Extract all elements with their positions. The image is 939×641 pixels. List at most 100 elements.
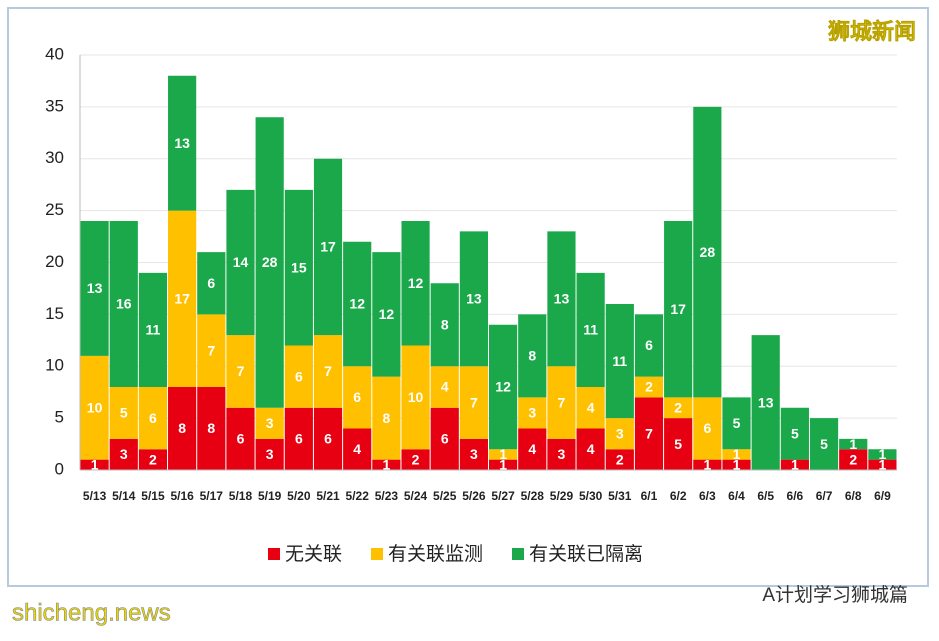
data-label: 1 xyxy=(499,446,507,462)
data-label: 8 xyxy=(528,348,536,364)
x-tick-label: 5/31 xyxy=(608,489,632,503)
data-label: 16 xyxy=(116,296,132,312)
data-label: 3 xyxy=(616,425,624,441)
bar-segment xyxy=(138,449,168,470)
data-label: 1 xyxy=(733,457,741,473)
legend-swatch xyxy=(371,548,383,560)
data-label: 3 xyxy=(470,446,478,462)
data-label: 4 xyxy=(587,441,595,457)
bar-segment xyxy=(868,449,897,460)
data-label: 5 xyxy=(820,436,828,452)
data-label: 28 xyxy=(700,244,716,260)
bar-segment xyxy=(576,428,605,470)
bar-segment xyxy=(343,366,372,429)
watermark: 狮城新闻 xyxy=(828,19,916,44)
bar-segment xyxy=(313,407,343,470)
bar-segment xyxy=(664,397,693,419)
data-label: 12 xyxy=(408,275,424,291)
data-label: 11 xyxy=(583,322,598,338)
bar-segment xyxy=(693,397,722,460)
data-label: 7 xyxy=(324,363,332,379)
x-tick-label: 6/8 xyxy=(845,489,862,503)
data-label: 3 xyxy=(266,446,274,462)
data-label: 17 xyxy=(174,291,190,307)
bar-segment xyxy=(634,397,664,470)
x-tick-label: 5/13 xyxy=(83,489,107,503)
y-tick-label: 25 xyxy=(45,200,64,219)
legend-swatch xyxy=(512,548,524,560)
x-tick-label: 6/2 xyxy=(670,489,687,503)
data-label: 8 xyxy=(207,420,215,436)
y-tick-label: 15 xyxy=(45,304,64,323)
bar-segment xyxy=(109,438,138,470)
bar-segment xyxy=(722,459,751,470)
bar-segment xyxy=(693,106,722,398)
bar-segment xyxy=(693,459,722,470)
data-label: 4 xyxy=(528,441,536,457)
data-label: 1 xyxy=(382,457,390,473)
data-label: 1 xyxy=(499,457,507,473)
x-tick-label: 5/18 xyxy=(229,489,253,503)
data-label: 4 xyxy=(353,441,361,457)
data-label: 5 xyxy=(733,415,741,431)
bar-segment xyxy=(459,231,488,367)
bar-segment xyxy=(605,304,634,419)
data-label: 8 xyxy=(441,316,449,332)
bar-segment xyxy=(605,449,634,470)
x-tick-label: 6/1 xyxy=(641,489,658,503)
bar-segment xyxy=(168,210,197,387)
bar-segment xyxy=(313,158,343,336)
x-tick-label: 5/29 xyxy=(550,489,574,503)
bar-segment xyxy=(372,459,401,470)
y-tick-label: 30 xyxy=(45,148,64,167)
data-label: 5 xyxy=(791,425,799,441)
bar-segment xyxy=(780,407,809,460)
bar-segment xyxy=(401,449,430,470)
bar-segment xyxy=(343,428,372,470)
x-tick-label: 5/23 xyxy=(375,489,399,503)
bar-segment xyxy=(430,407,459,470)
data-label: 2 xyxy=(149,451,157,467)
data-label: 2 xyxy=(849,451,857,467)
data-label: 1 xyxy=(703,457,711,473)
bar-segment xyxy=(839,438,868,450)
data-label: 11 xyxy=(612,353,627,369)
data-label: 6 xyxy=(237,431,245,447)
bar-segment xyxy=(372,252,401,377)
data-label: 2 xyxy=(645,379,653,395)
data-label: 6 xyxy=(207,275,215,291)
data-label: 13 xyxy=(466,291,482,307)
x-tick-label: 5/15 xyxy=(141,489,165,503)
x-tick-label: 5/24 xyxy=(404,489,428,503)
data-label: 1 xyxy=(733,446,741,462)
data-label: 3 xyxy=(558,446,566,462)
data-label: 14 xyxy=(233,254,249,270)
bar-segment xyxy=(459,366,488,439)
data-label: 3 xyxy=(120,446,128,462)
y-tick-label: 0 xyxy=(55,459,64,478)
data-label: 2 xyxy=(412,451,420,467)
bar-segment xyxy=(751,335,780,470)
x-tick-label: 5/27 xyxy=(491,489,515,503)
legend-label: 有关联监测 xyxy=(388,543,483,565)
watermark: A计划学习狮城篇 xyxy=(762,584,908,606)
y-tick-label: 40 xyxy=(45,44,64,63)
bar-segment xyxy=(547,366,576,439)
x-tick-label: 6/9 xyxy=(874,489,891,503)
data-label: 1 xyxy=(91,457,99,473)
data-label: 5 xyxy=(120,405,128,421)
data-label: 12 xyxy=(495,379,511,395)
y-tick-label: 5 xyxy=(55,408,64,427)
x-tick-label: 5/22 xyxy=(346,489,370,503)
data-label: 6 xyxy=(645,337,653,353)
data-label: 7 xyxy=(237,363,245,379)
data-label: 13 xyxy=(87,280,103,296)
bar-segment xyxy=(197,314,226,387)
bar-segment xyxy=(168,387,197,470)
data-label: 6 xyxy=(353,389,361,405)
x-tick-label: 5/14 xyxy=(112,489,136,503)
legend-swatch xyxy=(268,548,280,560)
data-label: 7 xyxy=(470,394,478,410)
bar-segment xyxy=(226,189,255,336)
x-tick-label: 5/20 xyxy=(287,489,311,503)
